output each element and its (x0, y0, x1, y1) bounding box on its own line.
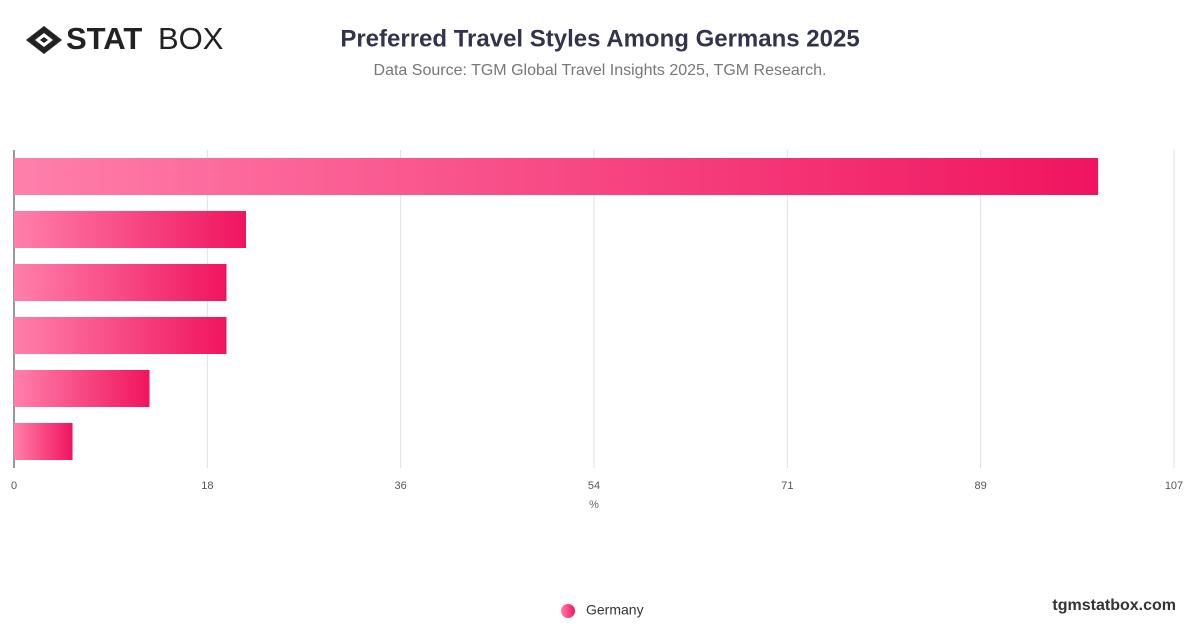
bar (14, 423, 73, 460)
bar (14, 211, 246, 248)
legend-marker (561, 604, 575, 618)
x-tick-label: 54 (588, 480, 600, 492)
bar (14, 370, 150, 407)
bar (14, 158, 1099, 195)
logo-icon-core (40, 37, 48, 43)
logo-light: BOX (158, 21, 224, 56)
footer: tgmstatbox.com (1052, 597, 1176, 614)
x-tick-label: 89 (975, 480, 987, 492)
x-tick-label: 107 (1165, 480, 1183, 492)
x-tick-label: 36 (395, 480, 407, 492)
x-tick-label: 0 (11, 480, 17, 492)
chart-subtitle: Data Source: TGM Global Travel Insights … (374, 62, 827, 79)
x-axis-label: % (589, 499, 599, 511)
chart-title: Preferred Travel Styles Among Germans 20… (340, 25, 859, 52)
bar (14, 317, 227, 354)
bar (14, 264, 227, 301)
logo: STAT BOX (26, 21, 224, 56)
logo-bold: STAT (66, 21, 142, 56)
x-tick-label: 71 (781, 480, 793, 492)
x-tick-label: 18 (201, 480, 213, 492)
legend-label[interactable]: Germany (586, 602, 644, 618)
